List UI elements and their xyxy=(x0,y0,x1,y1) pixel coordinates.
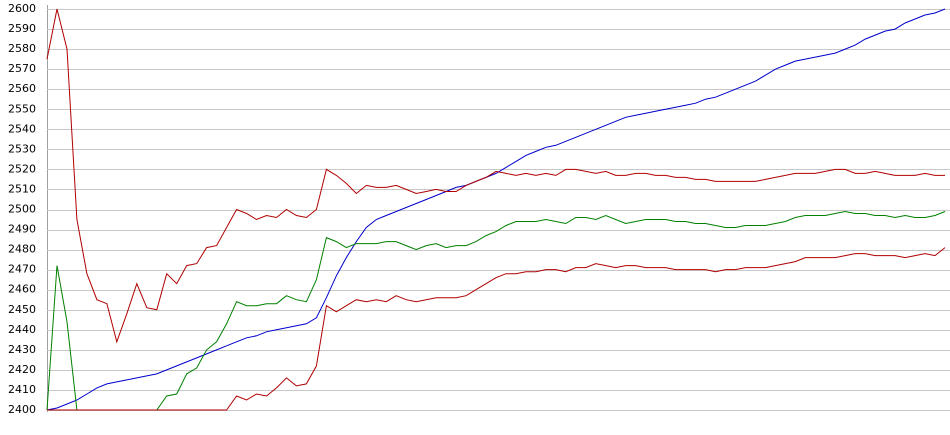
y-tick-label: 2540 xyxy=(8,122,36,135)
y-tick-label: 2410 xyxy=(8,383,36,396)
series-line xyxy=(46,210,946,411)
y-tick-label: 2420 xyxy=(8,363,36,376)
y-tick-label: 2430 xyxy=(8,343,36,356)
y-tick-label: 2450 xyxy=(8,303,36,316)
y-tick-label: 2550 xyxy=(8,102,36,115)
y-tick-label: 2480 xyxy=(8,243,36,256)
y-tick-label: 2490 xyxy=(8,223,36,236)
y-tick-label: 2400 xyxy=(8,403,36,416)
y-tick-label: 2560 xyxy=(8,82,36,95)
y-tick-label: 2470 xyxy=(8,263,36,276)
series-line xyxy=(47,247,946,411)
y-tick-label: 2580 xyxy=(8,42,36,55)
series-line xyxy=(46,8,945,344)
y-tick-label: 2520 xyxy=(8,162,36,175)
y-tick-label: 2590 xyxy=(8,22,36,35)
y-tick-label: 2570 xyxy=(8,62,36,75)
y-tick-label: 2460 xyxy=(8,283,36,296)
y-tick-label: 2500 xyxy=(8,203,36,216)
y-tick-label: 2600 xyxy=(8,2,36,15)
y-tick-label: 2510 xyxy=(8,182,36,195)
series-line xyxy=(46,8,946,411)
y-tick-label: 2440 xyxy=(8,323,36,336)
y-tick-label: 2530 xyxy=(8,142,36,155)
